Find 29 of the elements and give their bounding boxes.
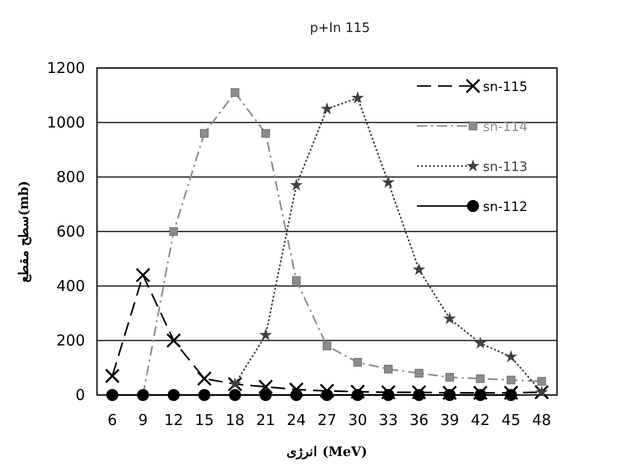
- legend-label: sn-115: [483, 80, 528, 95]
- y-tick-label: 400: [56, 277, 85, 295]
- x-tick-label: 15: [194, 411, 214, 429]
- legend-label: sn-113: [483, 160, 528, 175]
- chart-title: p+In 115: [310, 21, 370, 36]
- x-tick-label: 39: [440, 411, 460, 429]
- legend-label: sn-112: [483, 200, 528, 215]
- x-tick-label: 42: [470, 411, 490, 429]
- x-tick-label: 9: [138, 411, 148, 429]
- x-tick-label: 24: [286, 411, 306, 429]
- y-tick-label: 1200: [46, 59, 85, 77]
- y-tick-label: 0: [75, 386, 85, 404]
- x-tick-label: 30: [348, 411, 368, 429]
- legend-label: sn-114: [483, 120, 528, 135]
- x-tick-label: 6: [108, 411, 118, 429]
- x-tick-label: 33: [378, 411, 398, 429]
- x-tick-label: 27: [317, 411, 337, 429]
- y-tick-label: 800: [56, 168, 85, 186]
- x-tick-label: 21: [256, 411, 276, 429]
- y-tick-label: 200: [56, 332, 85, 350]
- x-axis-title: انرژی (MeV): [286, 445, 368, 460]
- y-tick-label: 600: [56, 222, 85, 240]
- x-tick-label: 12: [164, 411, 184, 429]
- y-tick-label: 1000: [46, 114, 85, 132]
- x-tick-label: 36: [409, 411, 429, 429]
- x-tick-label: 18: [225, 411, 245, 429]
- x-tick-label: 48: [532, 411, 552, 429]
- x-tick-label: 45: [501, 411, 521, 429]
- y-axis-title: سطح مقطع(mb): [17, 180, 32, 282]
